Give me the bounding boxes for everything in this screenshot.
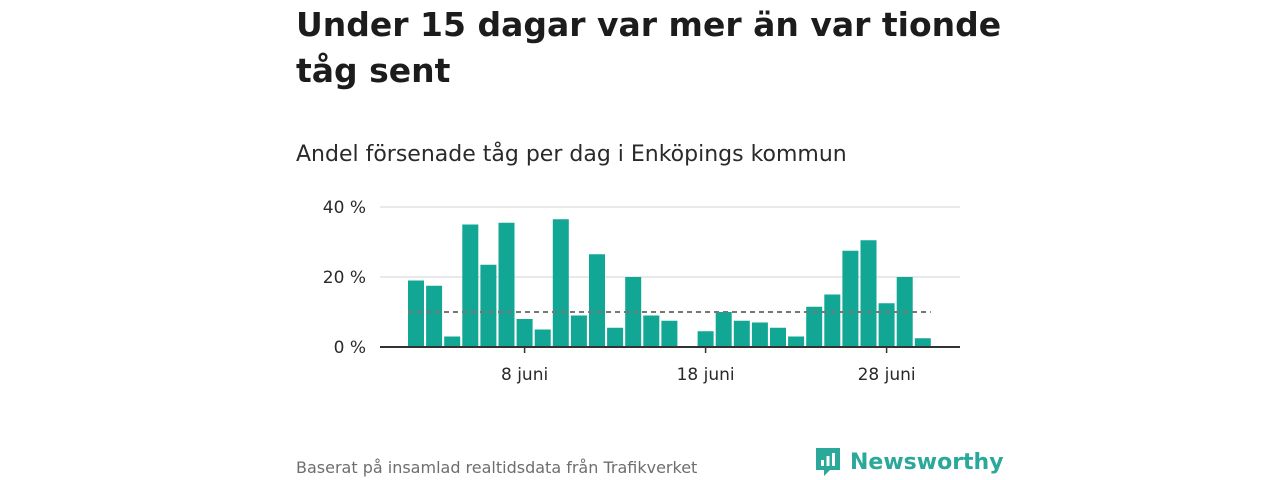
bar: 12 juni: 26.5 %	[589, 254, 605, 347]
bar: 22 juni: 5.5 %	[770, 327, 786, 347]
bar: 3 juni: 17.5 %	[426, 285, 443, 347]
bar: 23 juni: 3 %	[788, 336, 805, 347]
bar: 10 juni: 36.5 %	[552, 219, 569, 347]
bar: 8 juni: 8 %	[516, 319, 533, 347]
bar: 28 juni: 12.5 %	[878, 303, 895, 347]
x-axis-ticks: 8 juni 18 juni 28 juni	[501, 347, 916, 385]
bar: 6 juni: 23.5 %	[480, 264, 497, 347]
chart-title: Under 15 dagar var mer än var tionde tåg…	[296, 5, 1002, 90]
newsworthy-logo-icon	[816, 448, 840, 476]
bar: 21 juni: 7 %	[751, 322, 768, 347]
bars: 2 juni: 19 %3 juni: 17.5 %4 juni: 3 %5 j…	[408, 219, 931, 347]
x-tick-label: 18 juni	[677, 365, 735, 385]
bar: 25 juni: 15 %	[824, 294, 841, 347]
bar: 9 juni: 5 %	[534, 329, 551, 347]
bar: 15 juni: 9 %	[643, 315, 660, 347]
source-note: Baserat på insamlad realtidsdata från Tr…	[296, 458, 698, 477]
x-tick-label: 8 juni	[501, 365, 548, 385]
brand-name: Newsworthy	[850, 449, 1004, 475]
bar: 11 juni: 9 %	[570, 315, 587, 347]
bar-chart: 0 % 20 % 40 % 2 juni: 19 %3 juni: 17.5 %4 …	[323, 198, 960, 385]
bar: 27 juni: 30.5 %	[860, 240, 877, 347]
bar: 26 juni: 27.5 %	[842, 250, 859, 347]
y-axis-ticks: 0 % 20 % 40 %	[323, 198, 366, 358]
y-tick-label: 20 %	[323, 268, 366, 288]
bar: 30 juni: 2.5 %	[914, 338, 931, 347]
bar: 5 juni: 35 %	[462, 224, 479, 347]
bar: 20 juni: 7.5 %	[733, 320, 750, 347]
y-tick-label: 40 %	[323, 198, 366, 218]
bar: 4 juni: 3 %	[444, 336, 461, 347]
bar: 24 juni: 11.5 %	[806, 306, 823, 347]
bar: 2 juni: 19 %	[408, 280, 424, 347]
bar: 16 juni: 7.5 %	[661, 320, 678, 347]
x-tick-label: 28 juni	[858, 365, 916, 385]
bar: 18 juni: 4.5 %	[697, 331, 714, 347]
y-tick-label: 0 %	[334, 338, 366, 358]
chart-subtitle: Andel försenade tåg per dag i Enköpings …	[296, 142, 847, 167]
newsworthy-brand[interactable]: Newsworthy	[814, 446, 1004, 478]
bar: 19 juni: 10 %	[715, 312, 732, 347]
bar: 13 juni: 5.5 %	[607, 327, 624, 347]
bar: 7 juni: 35.5 %	[498, 222, 515, 347]
